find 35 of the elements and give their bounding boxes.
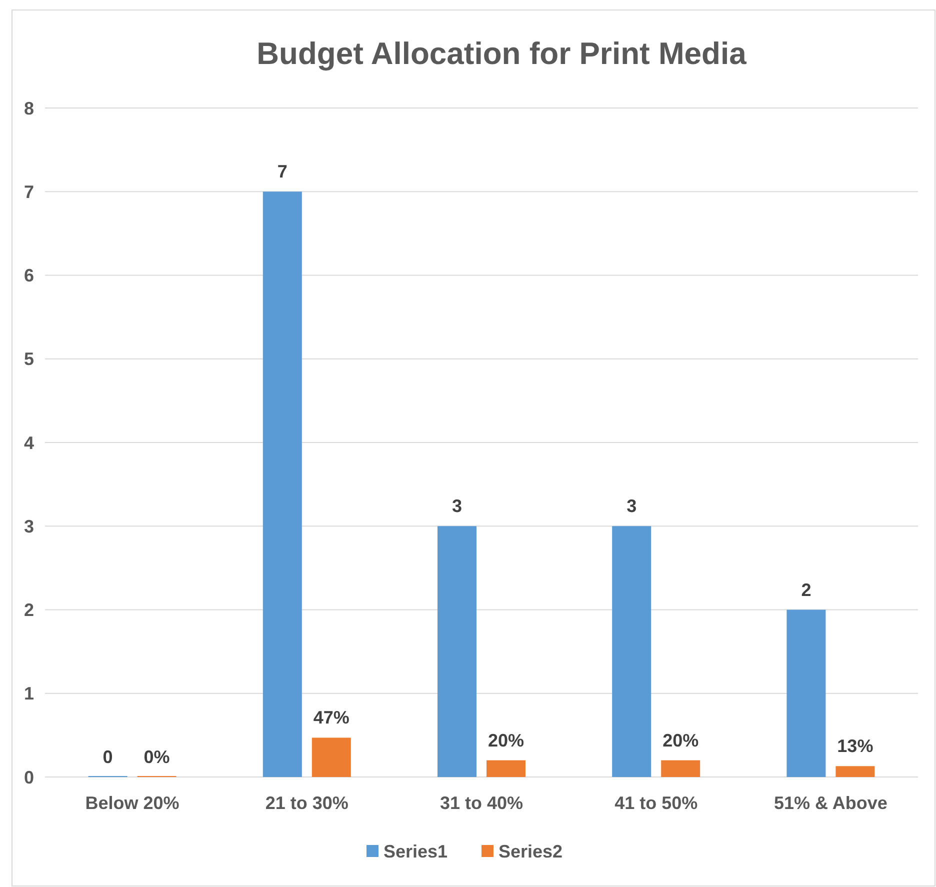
x-tick-label: 31 to 40% [440,793,524,813]
bar [312,738,351,777]
bar [836,766,875,777]
bar [438,526,476,777]
y-tick-label: 1 [24,684,34,704]
y-tick-label: 5 [24,349,34,370]
y-tick-label: 2 [24,600,34,620]
legend-label: Series2 [498,841,563,862]
data-label: 20% [662,730,699,750]
y-tick-label: 0 [24,767,34,788]
data-label: 2 [801,580,812,600]
data-label: 0 [102,747,113,767]
bar [661,760,700,777]
data-label: 20% [488,730,524,750]
y-tick-label: 4 [24,432,34,453]
data-label: 47% [313,708,350,728]
y-tick-label: 6 [24,266,34,286]
bar [262,192,302,777]
data-label: 7 [277,162,288,182]
data-label: 3 [626,496,637,516]
y-tick-label: 8 [24,98,34,118]
data-label: 3 [452,496,462,516]
y-tick-label: 3 [24,516,34,536]
data-label: 0% [144,747,170,767]
y-tick-label: 7 [24,182,34,202]
x-tick-label: 51% & Above [774,793,888,813]
x-tick-label: Below 20% [85,793,180,813]
bar [612,526,652,777]
x-tick-label: 21 to 30% [265,793,348,813]
bar [486,760,526,777]
data-label: 13% [837,736,874,756]
chart-title: Budget Allocation for Print Media [256,36,748,71]
x-tick-label: 41 to 50% [614,793,698,813]
bar [786,610,826,777]
legend-label: Series1 [384,841,448,862]
